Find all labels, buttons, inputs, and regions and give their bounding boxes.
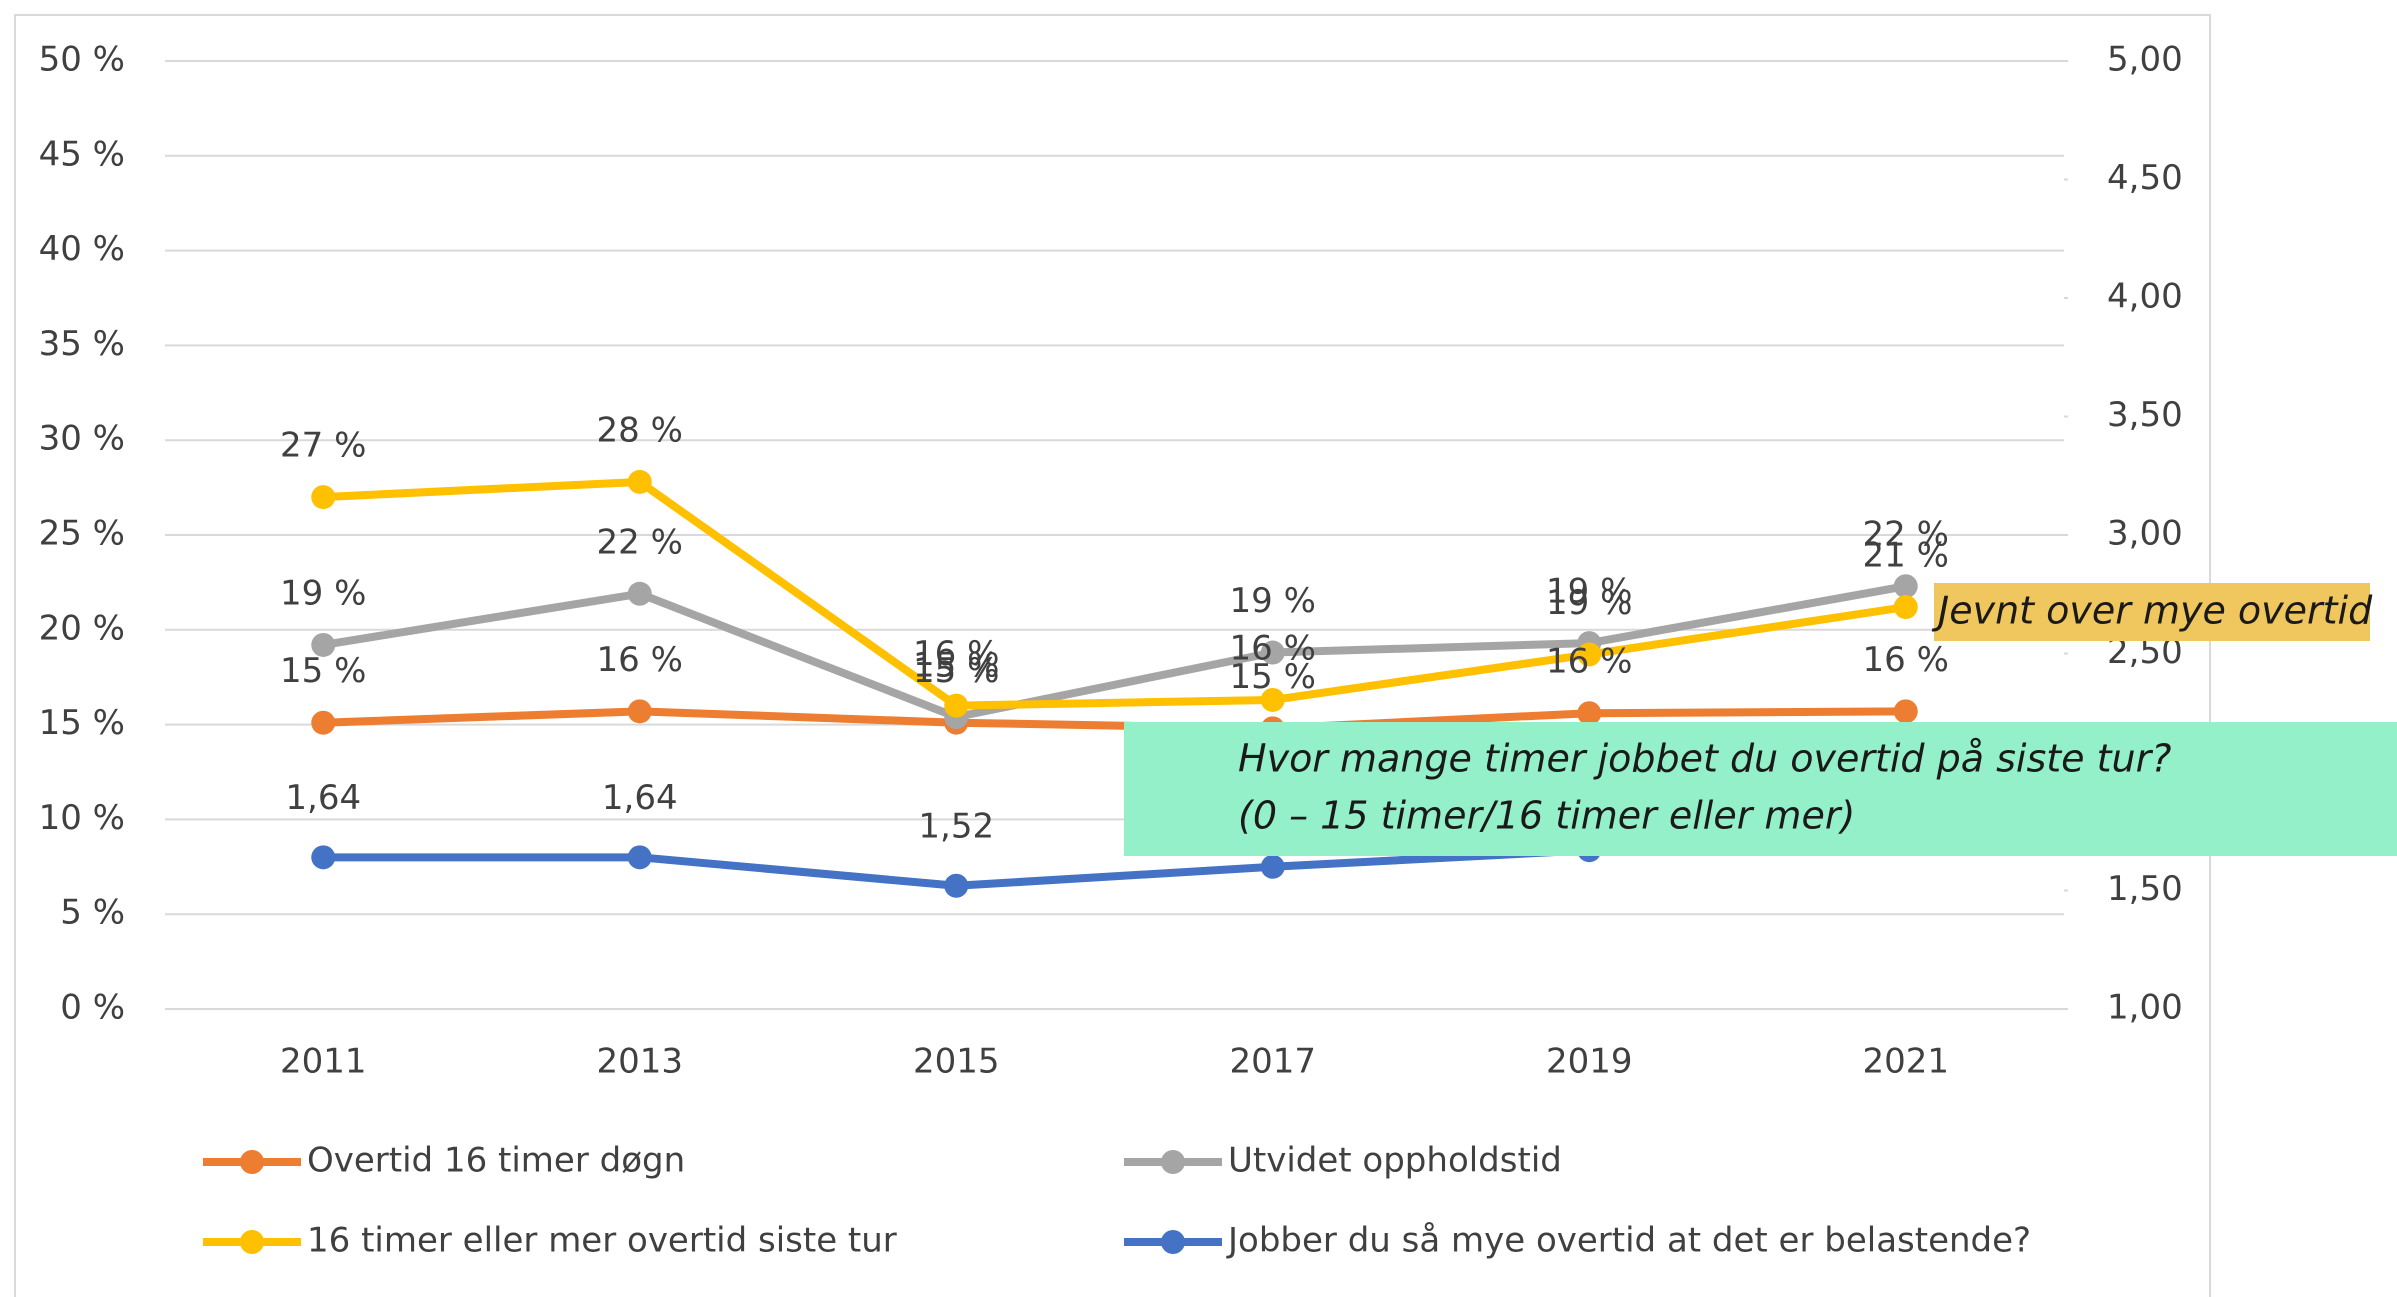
y-tick-label: 35 % [39,324,125,364]
data-label: 16 % [597,640,683,680]
series-line [323,707,1906,733]
data-label: 15 % [913,646,999,686]
data-point [944,693,969,718]
data-label: 21 % [1863,536,1949,576]
data-point [627,699,652,724]
data-point [311,845,336,870]
annotation-box [1124,722,2397,856]
data-label: 16 % [913,634,999,674]
data-label: 1,64 [285,778,361,818]
x-tick-label: 2019 [1546,1042,1633,1082]
data-label: 16 % [1230,628,1316,668]
annotation: (0 – 15 timer/16 timer eller mer) [1238,794,1855,838]
data-label: 19 % [1546,583,1632,623]
y-tick-label: 5 % [60,893,125,933]
data-point [944,873,969,898]
annotation: Hvor mange timer jobbet du overtid på si… [1238,737,2171,781]
data-label: 1,52 [918,806,994,846]
y-tick-label: 45 % [39,134,125,174]
y-tick-label: 20 % [39,608,125,648]
legend-marker [1161,1150,1185,1174]
legend-label: 16 timer eller mer overtid siste tur [307,1221,897,1261]
x-tick-label: 2013 [596,1042,683,1082]
x-tick-label: 2017 [1229,1042,1316,1082]
data-label: 19 % [280,573,366,613]
data-point [311,632,336,657]
y2-tick-label: 4,00 [2107,277,2183,317]
legend-label: Jobber du så mye overtid at det er belas… [1226,1221,2031,1261]
data-label: 1,64 [602,778,678,818]
legend-label: Overtid 16 timer døgn [307,1141,685,1181]
data-label: 22 % [1863,515,1949,555]
annotation-box [1934,583,2370,641]
data-label: 16 % [1863,640,1949,680]
data-point [1893,699,1918,724]
y-tick-label: 10 % [39,798,125,838]
y-tick-label: 25 % [39,514,125,554]
y2-tick-label: 3,00 [2107,514,2183,554]
data-label: 15 % [913,651,999,691]
data-point [311,710,336,735]
data-point [627,469,652,494]
data-label: 28 % [597,410,683,450]
y-tick-label: 0 % [60,988,125,1028]
y-tick-label: 15 % [39,703,125,743]
annotation: Jevnt over mye overtid [1931,589,2373,633]
y-tick-label: 50 % [39,40,125,80]
y2-tick-label: 1,00 [2107,988,2183,1028]
series-line [323,477,1907,710]
data-point [627,845,652,870]
data-point [627,581,652,606]
data-point [1260,854,1285,879]
data-point [1893,595,1918,620]
x-tick-label: 2011 [280,1042,367,1082]
legend-label: Utvidet oppholdstid [1228,1141,1562,1181]
legend-marker [1161,1230,1185,1254]
x-tick-label: 2015 [913,1042,1000,1082]
data-label: 27 % [280,426,366,466]
y2-tick-label: 4,50 [2107,158,2183,198]
y2-tick-label: 1,50 [2107,869,2183,909]
y2-tick-label: 5,00 [2107,40,2183,80]
data-label: 19 % [1546,572,1632,612]
data-label: 15 % [280,651,366,691]
y-tick-label: 40 % [39,229,125,269]
data-point [1260,640,1285,665]
chart-frame [14,14,2211,1297]
series-line [322,582,1907,722]
y-tick-label: 30 % [39,419,125,459]
data-point [1893,574,1918,599]
data-label: 22 % [597,522,683,562]
x-tick-label: 2021 [1862,1042,1949,1082]
data-label: 16 % [1546,642,1632,682]
legend-marker [240,1150,264,1174]
data-point [311,485,336,510]
data-label: 19 % [1230,581,1316,621]
data-point [1577,642,1602,667]
y2-tick-label: 3,50 [2107,395,2183,435]
legend-marker [240,1230,264,1254]
data-point [1577,701,1602,726]
data-label: 15 % [1230,657,1316,697]
data-point [1260,687,1285,712]
